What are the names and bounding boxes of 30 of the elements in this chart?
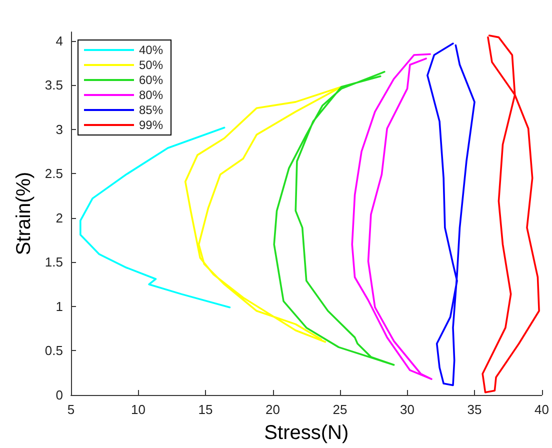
y-tick-label: 3.5 [44, 78, 63, 93]
legend-label: 99% [139, 118, 164, 132]
x-tick-label: 15 [198, 402, 213, 417]
legend-label: 85% [139, 103, 164, 117]
y-tick-label: 1.5 [44, 254, 63, 270]
line-series [351, 53, 432, 380]
y-tick-label: 1 [56, 298, 63, 314]
line-series [184, 86, 342, 343]
line-series [482, 34, 540, 394]
line-series [426, 42, 476, 386]
x-tick-label: 30 [400, 402, 414, 417]
y-tick-label: 2.5 [44, 166, 63, 182]
x-tick-label: 10 [131, 402, 146, 417]
x-tick-label: 40 [534, 402, 550, 417]
y-tick-label: 3 [56, 122, 63, 137]
x-tick-label: 5 [67, 402, 75, 417]
y-tick-label: 4 [56, 33, 63, 48]
legend-label: 50% [139, 58, 164, 72]
x-tick-label: 20 [266, 402, 280, 417]
y-axis-title: Strain(%) [13, 172, 36, 256]
line-series [273, 70, 395, 366]
y-tick-label: 2 [56, 210, 63, 226]
x-tick-label: 35 [467, 402, 482, 417]
x-tick-label: 25 [332, 402, 348, 417]
legend-label: 80% [139, 88, 164, 102]
legend-label: 60% [139, 73, 164, 87]
x-axis-title: Stress(N) [264, 422, 349, 444]
y-tick-label: 0 [56, 388, 63, 402]
legend-label: 40% [139, 43, 164, 57]
y-tick-label: 0.5 [44, 343, 63, 358]
